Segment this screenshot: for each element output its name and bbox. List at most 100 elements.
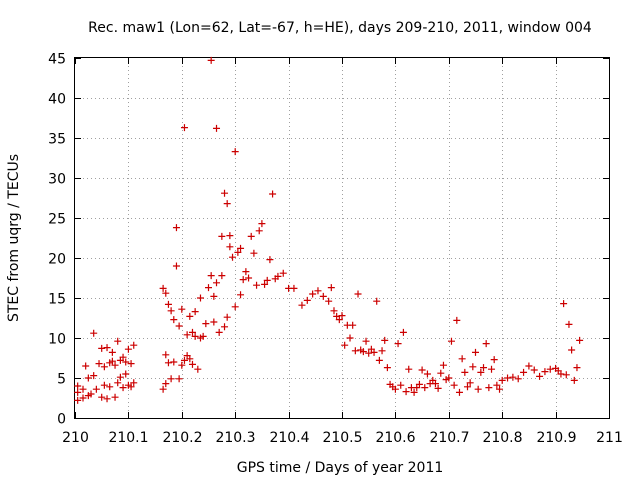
data-point: [223, 200, 231, 208]
data-point: [466, 379, 474, 387]
data-point: [525, 362, 533, 370]
data-point: [114, 337, 122, 345]
data-point: [196, 294, 204, 302]
data-point: [218, 272, 226, 280]
y-tick-label: 10: [48, 332, 66, 348]
data-point: [226, 232, 234, 240]
data-point: [172, 224, 180, 232]
data-point: [330, 307, 338, 315]
y-tick-label: 5: [57, 372, 66, 388]
x-tick-label: 210.1: [108, 430, 148, 446]
data-point: [178, 305, 186, 313]
data-point: [122, 358, 130, 366]
data-point: [127, 360, 135, 368]
data-point: [469, 363, 477, 371]
data-point: [100, 381, 108, 389]
data-point: [119, 353, 127, 361]
data-point: [239, 276, 247, 284]
chart-title: Rec. maw1 (Lon=62, Lat=-67, h=HE), days …: [88, 20, 592, 36]
data-point: [98, 393, 106, 401]
data-point: [116, 373, 124, 381]
data-point: [205, 284, 212, 292]
data-point: [92, 385, 100, 393]
data-point: [309, 290, 317, 298]
data-point: [274, 272, 282, 280]
data-point: [191, 332, 199, 340]
data-point: [530, 366, 538, 374]
data-point: [509, 373, 517, 381]
data-point: [130, 379, 138, 387]
data-point: [461, 368, 469, 376]
data-point: [164, 359, 172, 367]
x-tick-label: 211: [596, 430, 623, 446]
x-tick-label: 210.2: [162, 430, 202, 446]
data-point: [546, 365, 554, 373]
data-point: [159, 385, 167, 393]
data-point: [159, 284, 167, 292]
x-axis-label: GPS time / Days of year 2011: [237, 460, 444, 476]
x-tick-label: 210.8: [482, 430, 522, 446]
data-point: [354, 290, 362, 298]
data-point: [175, 322, 183, 330]
data-point: [474, 385, 482, 393]
data-point: [207, 56, 215, 64]
data-point: [188, 360, 196, 368]
data-point: [568, 346, 576, 354]
data-point: [453, 316, 461, 324]
data-point: [496, 385, 504, 393]
data-points: [74, 56, 584, 404]
y-axis-label: STEC from uqrg / TECUs: [6, 154, 22, 322]
data-point: [458, 355, 466, 363]
data-point: [245, 274, 253, 282]
data-point: [90, 372, 98, 380]
data-point: [234, 248, 242, 256]
data-point: [397, 381, 405, 389]
data-point: [520, 368, 528, 376]
x-tick-label: 210: [62, 430, 89, 446]
data-point: [536, 372, 544, 380]
data-point: [162, 380, 170, 388]
data-point: [108, 357, 116, 365]
data-point: [391, 385, 399, 393]
data-point: [463, 383, 471, 391]
data-point: [562, 371, 570, 379]
data-point: [221, 323, 229, 331]
data-point: [573, 364, 581, 372]
grid: [75, 58, 609, 418]
data-point: [237, 244, 245, 252]
x-tick-label: 210.3: [215, 430, 255, 446]
data-point: [210, 318, 218, 326]
data-point: [111, 361, 119, 369]
data-point: [480, 364, 488, 372]
y-tick-label: 30: [48, 172, 66, 188]
data-point: [79, 385, 87, 393]
y-tick-label: 35: [48, 132, 66, 148]
data-point: [164, 300, 172, 308]
x-tick-label: 210.5: [322, 430, 362, 446]
data-point: [279, 269, 287, 277]
data-point: [493, 381, 501, 389]
data-point: [90, 329, 98, 337]
data-point: [541, 368, 549, 376]
data-point: [482, 340, 490, 348]
data-point: [405, 365, 413, 373]
data-point: [490, 356, 498, 364]
y-tick-label: 20: [48, 252, 66, 268]
data-point: [106, 383, 114, 391]
y-tick-label: 40: [48, 92, 66, 108]
data-point: [223, 313, 231, 321]
data-point: [258, 220, 266, 228]
data-point: [362, 337, 370, 345]
data-point: [266, 256, 274, 264]
data-point: [261, 280, 269, 288]
data-point: [557, 370, 565, 378]
data-point: [221, 189, 229, 197]
data-point: [410, 388, 418, 396]
data-point: [415, 380, 423, 388]
y-tick-label: 15: [48, 292, 66, 308]
data-point: [84, 374, 92, 382]
data-point: [130, 341, 138, 349]
data-point: [229, 253, 237, 261]
data-point: [335, 316, 343, 324]
